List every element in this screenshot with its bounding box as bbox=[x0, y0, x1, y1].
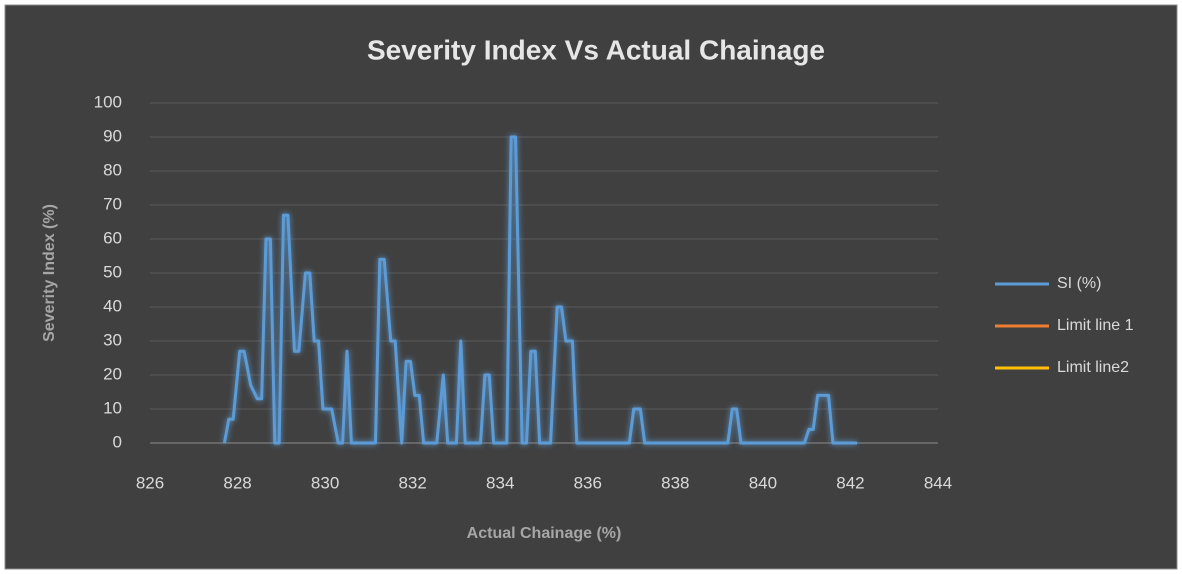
y-tick-label: 100 bbox=[94, 92, 122, 111]
y-tick-label: 80 bbox=[103, 160, 122, 179]
chart-background bbox=[4, 4, 1178, 570]
series-line bbox=[222, 135, 858, 445]
y-tick-label: 0 bbox=[113, 432, 122, 451]
x-tick-label: 840 bbox=[749, 473, 777, 492]
y-tick-label: 40 bbox=[103, 296, 122, 315]
y-tick-label: 50 bbox=[103, 262, 122, 281]
x-tick-label: 830 bbox=[311, 473, 339, 492]
y-tick-label: 20 bbox=[103, 364, 122, 383]
y-axis-label: Severity Index (%) bbox=[41, 204, 58, 342]
legend-label: Limit line 1 bbox=[1057, 317, 1134, 334]
legend-label: Limit line2 bbox=[1057, 359, 1129, 376]
y-tick-label: 30 bbox=[103, 330, 122, 349]
x-tick-label: 832 bbox=[398, 473, 426, 492]
x-tick-label: 828 bbox=[223, 473, 251, 492]
x-tick-label: 834 bbox=[486, 473, 514, 492]
y-tick-label: 90 bbox=[103, 126, 122, 145]
x-tick-label: 844 bbox=[924, 473, 952, 492]
y-tick-label: 60 bbox=[103, 228, 122, 247]
x-tick-label: 836 bbox=[574, 473, 602, 492]
y-tick-label: 10 bbox=[103, 398, 122, 417]
x-tick-label: 826 bbox=[136, 473, 164, 492]
y-tick-label: 70 bbox=[103, 194, 122, 213]
x-tick-label: 838 bbox=[661, 473, 689, 492]
x-axis-label: Actual Chainage (%) bbox=[467, 525, 622, 542]
legend-label: SI (%) bbox=[1057, 275, 1101, 292]
x-tick-label: 842 bbox=[836, 473, 864, 492]
chart-title: Severity Index Vs Actual Chainage bbox=[367, 34, 825, 65]
